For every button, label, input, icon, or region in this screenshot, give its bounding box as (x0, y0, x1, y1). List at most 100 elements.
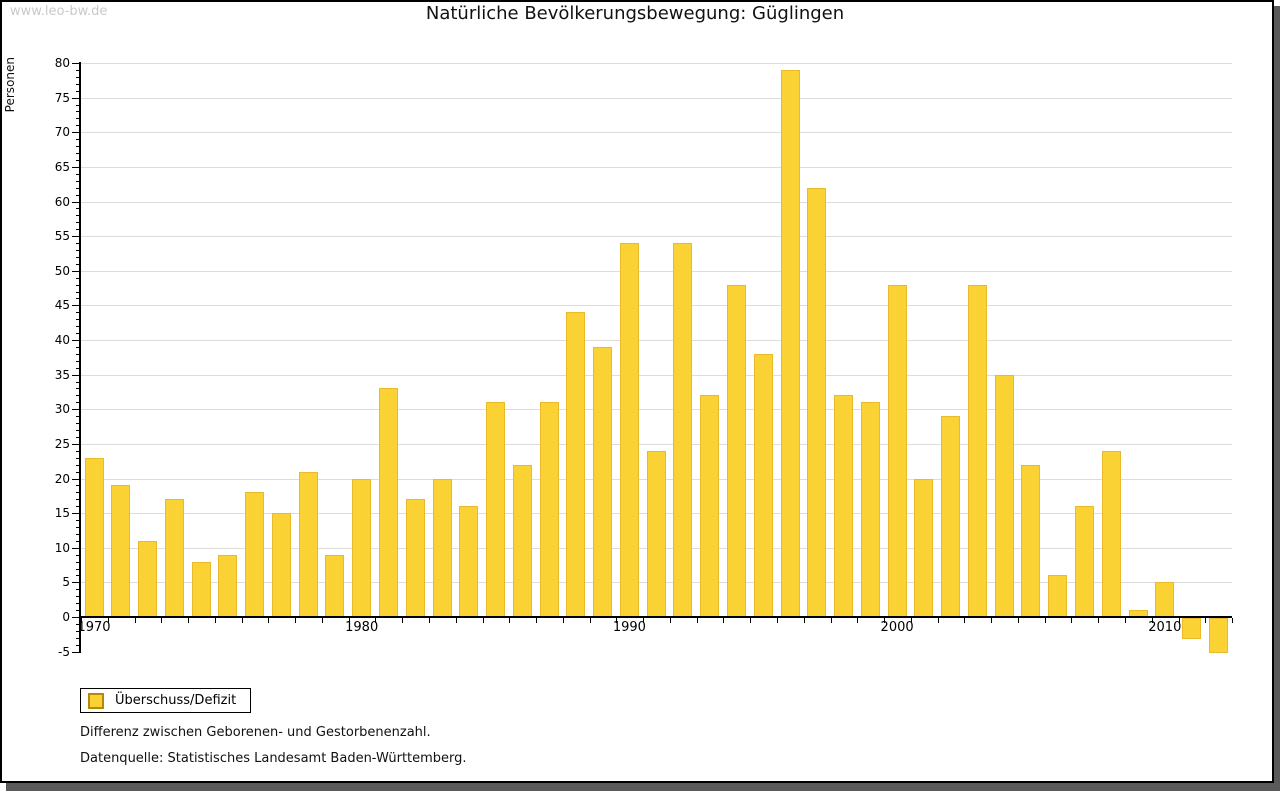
bar-1972 (138, 540, 158, 617)
y-major-tick-65 (72, 166, 80, 168)
y-minor-tick-57 (76, 222, 80, 224)
y-minor-tick-53 (76, 249, 80, 251)
y-minor-tick-4 (76, 589, 80, 591)
y-minor-tick-41 (76, 333, 80, 335)
x-tick-12 (402, 618, 404, 623)
y-major-tick-10 (72, 547, 80, 549)
x-tick-3 (161, 618, 163, 623)
x-tick-38 (1098, 618, 1100, 623)
chart-source: Datenquelle: Statistisches Landesamt Bad… (80, 751, 467, 766)
bar-1976 (245, 492, 265, 617)
y-minor-tick-32 (76, 395, 80, 397)
x-tick-23 (696, 618, 698, 623)
y-minor-tick-7 (76, 568, 80, 570)
y-tick-label-15: 15 (54, 506, 70, 521)
y-major-tick--5 (72, 651, 80, 653)
gridline-70 (80, 132, 1232, 134)
bar-2007 (1074, 506, 1094, 617)
x-tick-34 (991, 618, 993, 623)
y-minor-tick-48 (76, 284, 80, 286)
y-tick-label-75: 75 (54, 90, 70, 105)
y-minor-tick-47 (76, 291, 80, 293)
x-tick-41 (1178, 618, 1180, 623)
bar-1992 (673, 243, 693, 617)
x-tick-42 (1205, 618, 1207, 623)
bar-2000 (887, 284, 907, 617)
x-tick-36 (1044, 618, 1046, 623)
x-tick-32 (937, 618, 939, 623)
y-minor-tick-44 (76, 312, 80, 314)
y-minor-tick--3 (76, 637, 80, 639)
x-tick-33 (964, 618, 966, 623)
y-minor-tick-77 (76, 83, 80, 85)
x-tick-label-1990: 1990 (612, 620, 646, 635)
x-tick-16 (509, 618, 511, 623)
x-tick-4 (188, 618, 190, 623)
x-tick-26 (777, 618, 779, 623)
bar-1997 (807, 187, 827, 617)
y-tick-label-40: 40 (54, 333, 70, 347)
x-tick-0 (81, 618, 82, 623)
y-minor-tick-68 (76, 146, 80, 148)
y-tick-label-80: 80 (54, 56, 70, 70)
y-minor-tick-64 (76, 173, 80, 175)
bar-1973 (164, 499, 184, 617)
y-tick-label-20: 20 (54, 471, 70, 486)
bar-2006 (1048, 575, 1068, 617)
bar-1974 (191, 561, 211, 617)
x-tick-6 (241, 618, 243, 623)
y-minor-tick-18 (76, 492, 80, 494)
y-minor-tick-36 (76, 367, 80, 369)
y-minor-tick-26 (76, 436, 80, 438)
x-tick-15 (482, 618, 484, 623)
y-minor-tick-58 (76, 215, 80, 217)
y-tick-label-60: 60 (54, 194, 70, 209)
bar-1980 (352, 478, 372, 617)
y-minor-tick-69 (76, 139, 80, 141)
y-minor-tick-33 (76, 388, 80, 390)
y-minor-tick-19 (76, 485, 80, 487)
y-tick-label-5: 5 (62, 575, 70, 590)
bar-1984 (459, 506, 479, 617)
y-minor-tick-72 (76, 118, 80, 120)
x-tick-27 (803, 618, 805, 623)
bar-2005 (1021, 464, 1041, 617)
x-tick-24 (723, 618, 725, 623)
y-minor-tick-54 (76, 243, 80, 245)
x-tick-label-1970: 1970 (77, 620, 111, 635)
bar-1991 (646, 450, 666, 617)
bar-1987 (539, 402, 559, 617)
x-tick-label-2000: 2000 (880, 620, 914, 635)
y-minor-tick-13 (76, 526, 80, 528)
drop-shadow-bottom (6, 783, 1280, 791)
bar-2010 (1155, 582, 1175, 617)
bar-1999 (860, 402, 880, 617)
bar-1993 (700, 395, 720, 617)
y-major-tick-80 (72, 63, 80, 64)
gridline-75 (80, 97, 1232, 99)
x-tick-31 (910, 618, 912, 623)
y-minor-tick-43 (76, 319, 80, 321)
y-minor-tick-51 (76, 263, 80, 265)
y-minor-tick-38 (76, 353, 80, 355)
gridline-60 (80, 201, 1232, 203)
bar-1978 (298, 471, 318, 617)
bar-1970 (84, 457, 104, 617)
bar-2004 (994, 374, 1014, 617)
y-minor-tick-24 (76, 450, 80, 452)
gridline-55 (80, 236, 1232, 238)
x-tick-21 (643, 618, 645, 623)
x-tick-30 (884, 618, 886, 623)
y-minor-tick-8 (76, 561, 80, 563)
y-minor-tick-78 (76, 76, 80, 78)
x-tick-28 (830, 618, 832, 623)
bar-1975 (218, 554, 238, 617)
x-tick-22 (669, 618, 671, 623)
y-minor-tick-61 (76, 194, 80, 196)
bar-1989 (593, 346, 613, 617)
bar-1971 (111, 485, 131, 617)
y-minor-tick-29 (76, 416, 80, 418)
y-tick-label-25: 25 (54, 436, 70, 451)
y-tick-label--5: -5 (58, 644, 70, 659)
x-tick-7 (268, 618, 270, 623)
